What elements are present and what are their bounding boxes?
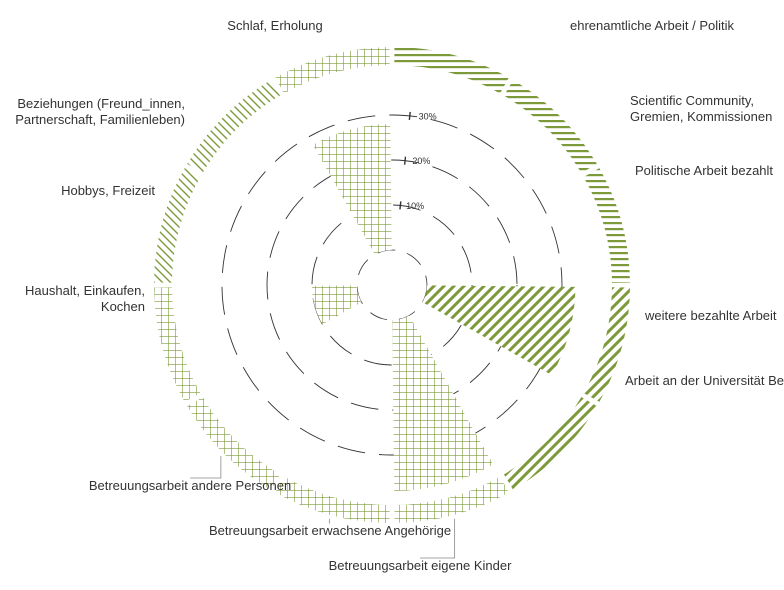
grid-tick <box>409 112 410 120</box>
grid-tick <box>405 157 406 165</box>
ring-segment <box>504 80 597 173</box>
ring-segment <box>275 47 390 93</box>
segment-label: Politische Arbeit bezahlt <box>635 163 773 178</box>
grid-circle <box>222 115 562 455</box>
segment-label: Scientific Community,Gremien, Kommission… <box>630 93 772 124</box>
segment-label: Schlaf, Erholung <box>227 18 322 33</box>
segment-label: Betreuungsarbeit erwachsene Angehörige <box>209 523 451 538</box>
grid-label: 10% <box>406 201 424 211</box>
ring-segment <box>504 397 597 490</box>
segment-label: Beziehungen (Freund_innen,Partnerschaft,… <box>15 96 185 127</box>
grid-label: 20% <box>412 156 430 166</box>
ring-segment <box>187 397 280 490</box>
radial-bar-chart: 10% 20% 30% ehrenamtliche Arbeit / Politik S… <box>0 0 784 590</box>
grid-circle-inner <box>357 250 427 320</box>
ring-segment <box>275 477 390 523</box>
segment-label: Hobbys, Freizeit <box>61 183 155 198</box>
value-wedge <box>313 124 392 254</box>
leader-line <box>190 456 221 478</box>
segment-label: weitere bezahlte Arbeit <box>644 308 777 323</box>
ring-segment <box>154 287 200 402</box>
segment-label: Arbeit an der Universität Bern <box>625 373 784 388</box>
ring-segment <box>394 47 509 93</box>
grid-circle <box>312 205 472 365</box>
ring-segment <box>584 168 630 283</box>
segment-label: Betreuungsarbeit eigene Kinder <box>329 558 513 573</box>
segment-label: Betreuungsarbeit andere Personen <box>89 478 291 493</box>
grid-circle <box>267 160 517 410</box>
value-wedge <box>422 285 575 375</box>
grid-tick <box>400 201 401 209</box>
ring-segment <box>584 287 630 402</box>
segment-label: Haushalt, Einkaufen,Kochen <box>25 283 145 314</box>
ring-segment <box>187 80 280 173</box>
segment-label: ehrenamtliche Arbeit / Politik <box>570 18 735 33</box>
ring-segment <box>154 168 200 283</box>
grid-label: 30% <box>419 112 437 122</box>
value-wedge <box>312 285 362 324</box>
value-wedge <box>392 315 493 490</box>
